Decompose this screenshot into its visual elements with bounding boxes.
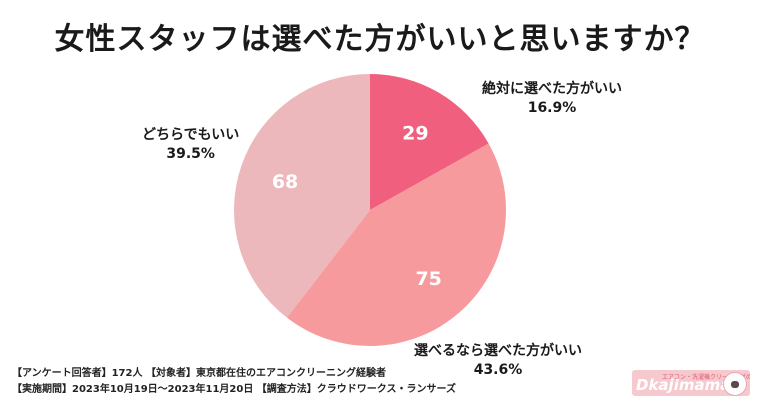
slice-count-label: 75 — [415, 268, 441, 290]
logo-text: Dkajimama — [636, 376, 731, 394]
logo-tagline: エアコン・洗濯機クリーニングのプロ — [662, 374, 750, 381]
slice-name: どちらでもいい — [142, 127, 240, 143]
slice-count-label: 29 — [402, 123, 428, 145]
chart-title: 女性スタッフは選べた方がいいと思いますか？ — [54, 22, 706, 57]
pie-slice-if-possible — [286, 143, 506, 346]
slice-percent: 39.5% — [166, 146, 215, 162]
brand-logo: エアコン・洗濯機クリーニングのプロ Dkajimama — [632, 370, 750, 396]
slice-label-if-possible: 選べるなら選べた方がいい 43.6% — [414, 342, 582, 380]
pie-slice-either — [234, 74, 370, 318]
slice-percent: 16.9% — [527, 100, 577, 116]
sheep-icon — [723, 372, 747, 396]
slice-count-label: 68 — [272, 171, 298, 193]
pie-slice-definitely — [370, 74, 489, 210]
footer-respondents: 【アンケート回答者】172人 【対象者】東京都在住のエアコンクリーニング経験者 — [12, 368, 386, 379]
slice-name: 絶対に選べた方がいい — [482, 81, 622, 97]
slice-label-either: どちらでもいい 39.5% — [142, 126, 239, 164]
slice-percent: 43.6% — [473, 362, 523, 378]
slice-name: 選べるなら選べた方がいい — [414, 343, 582, 359]
footer-period: 【実施期間】2023年10月19日〜2023年11月20日 【調査方法】クラウド… — [12, 384, 457, 395]
slice-label-definitely: 絶対に選べた方がいい 16.9% — [482, 80, 622, 118]
